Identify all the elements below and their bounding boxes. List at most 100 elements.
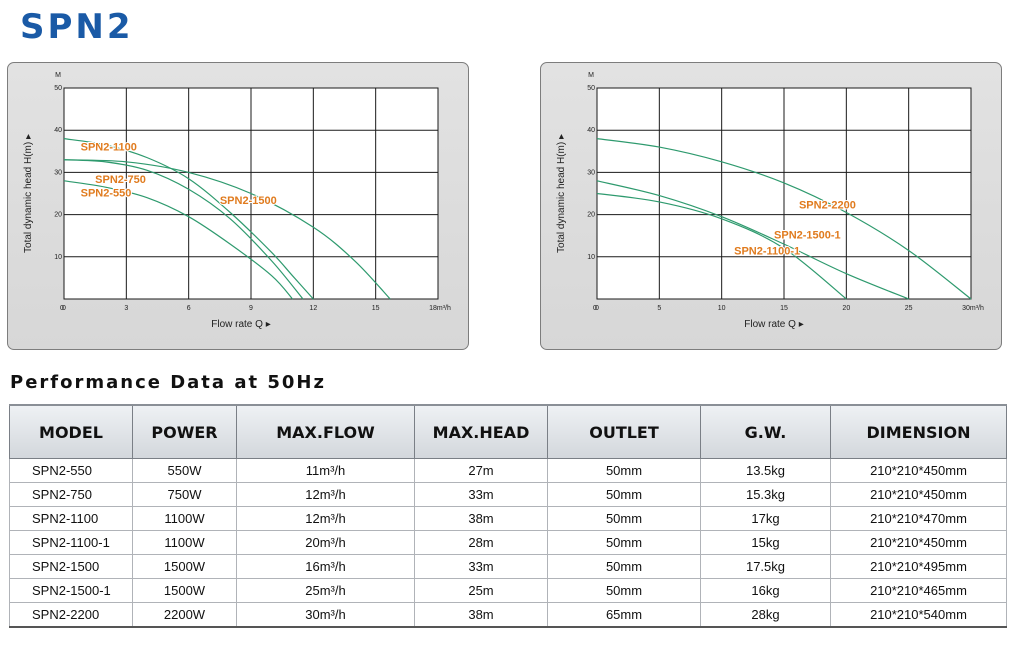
y-axis-title: Total dynamic head H(m) ▸ [23, 134, 34, 253]
cell-max-flow: 30m³/h [236, 602, 415, 628]
cell-model: SPN2-750 [9, 482, 133, 507]
table-row: SPN2-2200 2200W 30m³/h 38m 65mm 28kg 210*210*5… [9, 602, 1007, 628]
column-header-gross-weight: G.W. [700, 404, 831, 459]
curve-spn2-750 [63, 159, 304, 300]
cell-power: 2200W [132, 602, 237, 628]
cell-dimension: 210*210*450mm [830, 530, 1007, 555]
curve-spn2-1100 [63, 138, 314, 300]
x-tick-label: 10 [718, 305, 726, 312]
cell-gross-weight: 13.5kg [700, 458, 831, 483]
table-row: SPN2-550 550W 11m³/h 27m 50mm 13.5kg 210*210*4… [9, 458, 1007, 483]
cell-dimension: 210*210*450mm [830, 458, 1007, 483]
cell-model: SPN2-2200 [9, 602, 133, 628]
cell-model: SPN2-1500 [9, 554, 133, 579]
table-row: SPN2-1500 1500W 16m³/h 33m 50mm 17.5kg 210*210… [9, 554, 1007, 579]
cell-power: 1100W [132, 530, 237, 555]
cell-dimension: 210*210*540mm [830, 602, 1007, 628]
cell-gross-weight: 15.3kg [700, 482, 831, 507]
cell-outlet: 50mm [547, 554, 701, 579]
cell-gross-weight: 15kg [700, 530, 831, 555]
cell-max-flow: 12m³/h [236, 482, 415, 507]
column-header-dimension: DIMENSION [830, 404, 1007, 459]
curve-spn2-1500-1 [596, 180, 909, 300]
cell-dimension: 210*210*470mm [830, 506, 1007, 531]
table-row: SPN2-1500-1 1500W 25m³/h 25m 50mm 16kg 210*210… [9, 578, 1007, 603]
curve-label: SPN2-1500-1 [774, 230, 841, 242]
y-axis-title: Total dynamic head H(m) ▸ [556, 134, 567, 253]
x-axis-title: Flow rate Q ▸ [211, 319, 270, 330]
cell-model: SPN2-1100-1 [9, 530, 133, 555]
x-tick-label: 25 [905, 305, 913, 312]
cell-max-flow: 20m³/h [236, 530, 415, 555]
x-tick-label: 6 [187, 305, 191, 312]
y-tick-label: 20 [587, 212, 595, 219]
y-tick-label: 40 [587, 127, 595, 134]
y-tick-label: 10 [54, 254, 62, 261]
cell-power: 1500W [132, 554, 237, 579]
y-unit-label: M [588, 72, 594, 79]
curve-label: SPN2-550 [81, 187, 132, 199]
performance-chart-panel-2: 0 5 10 15 20 25 30m³/h 10 20 30 40 50 0 M Total dynami… [540, 62, 1002, 350]
performance-chart-panel-1: 0 3 6 9 12 15 18m³/h 10 20 30 40 50 0 M Total dynamic … [7, 62, 469, 350]
x-tick-label: 12 [309, 305, 317, 312]
cell-max-head: 33m [414, 554, 548, 579]
table-row: SPN2-1100 1100W 12m³/h 38m 50mm 17kg 210*210*4… [9, 506, 1007, 531]
x-tick-label: 18m³/h [429, 305, 451, 312]
x-tick-label: 15 [780, 305, 788, 312]
cell-power: 750W [132, 482, 237, 507]
curve-label: SPN2-1100 [81, 141, 137, 153]
origin-tick-label: 0 [593, 305, 597, 312]
x-tick-label: 30m³/h [962, 305, 984, 312]
x-tick-label: 3 [124, 305, 128, 312]
cell-max-flow: 25m³/h [236, 578, 415, 603]
cell-max-head: 28m [414, 530, 548, 555]
column-header-power: POWER [132, 404, 237, 459]
cell-outlet: 50mm [547, 530, 701, 555]
table-row: SPN2-750 750W 12m³/h 33m 50mm 15.3kg 210*210*4… [9, 482, 1007, 507]
curve-label: SPN2-1100-1 [734, 246, 800, 258]
y-unit-label: M [55, 72, 61, 79]
cell-dimension: 210*210*465mm [830, 578, 1007, 603]
y-tick-label: 30 [54, 169, 62, 176]
curve-spn2-550 [63, 180, 294, 300]
curve-spn2-1500 [63, 159, 391, 300]
y-tick-label: 20 [54, 212, 62, 219]
curve-label: SPN2-1500 [220, 195, 277, 207]
cell-max-head: 38m [414, 602, 548, 628]
curve-label: SPN2-2200 [799, 199, 856, 211]
x-tick-label: 5 [657, 305, 661, 312]
column-header-max-head: MAX.HEAD [414, 404, 548, 459]
cell-power: 1500W [132, 578, 237, 603]
x-tick-label: 20 [842, 305, 850, 312]
cell-model: SPN2-550 [9, 458, 133, 483]
x-tick-label: 0 [62, 305, 66, 312]
cell-gross-weight: 17kg [700, 506, 831, 531]
curve-spn2-2200 [596, 138, 972, 300]
column-header-max-flow: MAX.FLOW [236, 404, 415, 459]
y-tick-label: 40 [54, 127, 62, 134]
cell-max-head: 33m [414, 482, 548, 507]
x-tick-label: 9 [249, 305, 253, 312]
cell-dimension: 210*210*450mm [830, 482, 1007, 507]
y-tick-label: 50 [587, 85, 595, 92]
y-tick-label: 30 [587, 169, 595, 176]
cell-outlet: 50mm [547, 458, 701, 483]
column-header-outlet: OUTLET [547, 404, 701, 459]
column-header-model: MODEL [9, 404, 133, 459]
cell-gross-weight: 28kg [700, 602, 831, 628]
x-tick-label: 15 [372, 305, 380, 312]
y-tick-label: 50 [54, 85, 62, 92]
table-row: SPN2-1100-1 1100W 20m³/h 28m 50mm 15kg 210*210… [9, 530, 1007, 555]
page-title: SPN2 [20, 7, 134, 47]
section-heading: Performance Data at 50Hz [10, 372, 326, 393]
cell-outlet: 65mm [547, 602, 701, 628]
cell-max-flow: 11m³/h [236, 458, 415, 483]
curve-label: SPN2-750 [95, 174, 146, 186]
cell-max-head: 27m [414, 458, 548, 483]
cell-dimension: 210*210*495mm [830, 554, 1007, 579]
cell-gross-weight: 17.5kg [700, 554, 831, 579]
performance-table: MODEL POWER MAX.FLOW MAX.HEAD OUTLET G.W… [9, 404, 1007, 628]
table-header-row: MODEL POWER MAX.FLOW MAX.HEAD OUTLET G.W… [9, 404, 1007, 459]
